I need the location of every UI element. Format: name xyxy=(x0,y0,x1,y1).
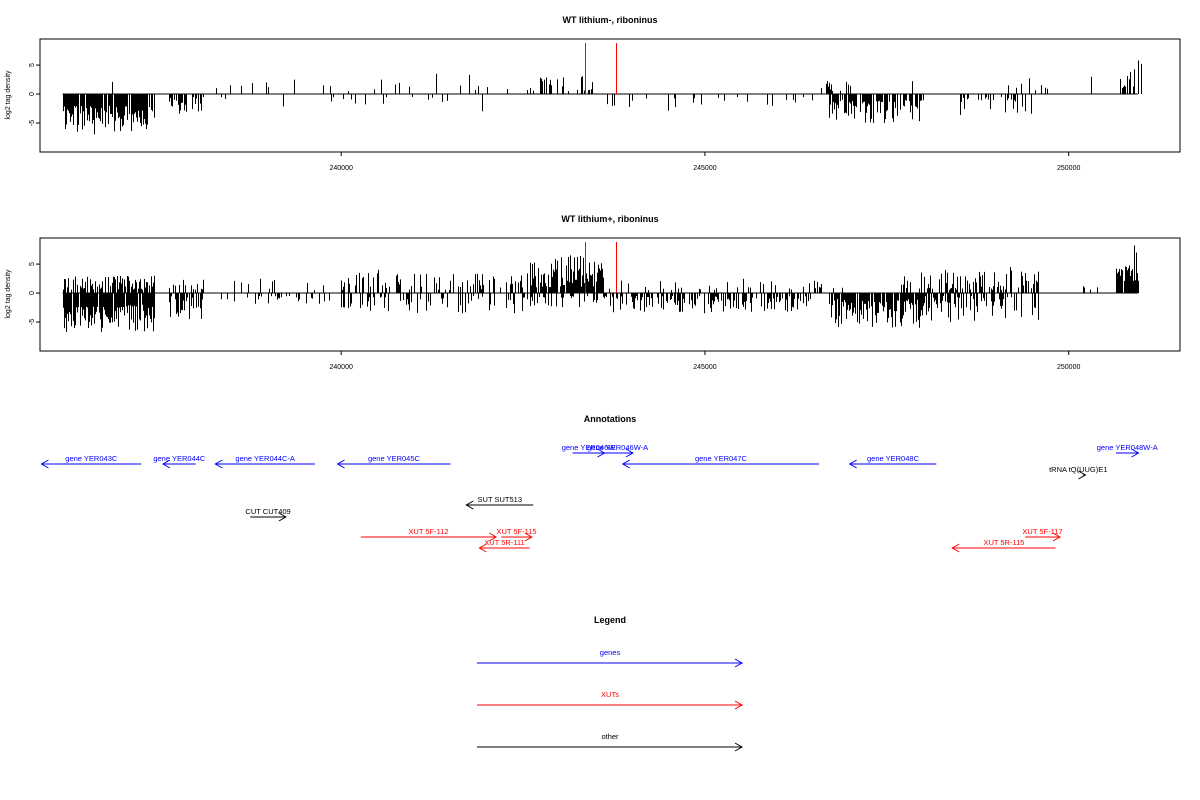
feature-label: gene YER045C xyxy=(368,454,421,463)
feature-arrow xyxy=(161,459,196,469)
plot-frame xyxy=(39,237,1181,352)
feature-label: tRNA tQ(UUG)E1 xyxy=(1049,465,1107,474)
panel-bottom: WT lithium+, riboninus log2 tag density … xyxy=(5,214,1181,371)
feature-arrow xyxy=(621,459,820,469)
feature-label: gene YER046W xyxy=(562,443,617,452)
feature-label: gene YER046W-A xyxy=(587,443,648,452)
feature-arrow xyxy=(336,459,451,469)
y-axis-label: log2 tag density xyxy=(5,269,12,319)
x-tick-label: 250000 xyxy=(1057,165,1080,172)
legend-items: genes XUTs other xyxy=(477,648,744,752)
legend-panel: Legend genes XUTs other xyxy=(477,615,744,752)
legend-label: genes xyxy=(600,648,621,657)
y-tick-label: 5 xyxy=(29,63,36,67)
feature-label: gene YER047C xyxy=(695,454,748,463)
feature-label: gene YER044C-A xyxy=(235,454,294,463)
panel-title: WT lithium+, riboninus xyxy=(561,214,658,224)
feature-label: gene YER044C xyxy=(153,454,206,463)
x-tick-label: 245000 xyxy=(693,364,716,371)
legend-arrow xyxy=(477,658,744,668)
feature-arrow xyxy=(951,543,1056,553)
feature-arrow xyxy=(250,512,287,522)
plot-frame xyxy=(39,38,1181,153)
y-axis-label: log2 tag density xyxy=(5,70,12,120)
feature-label: XUT 5F-115 xyxy=(496,527,536,536)
feature-label: gene YER048W-A xyxy=(1097,443,1158,452)
x-tick-label: 240000 xyxy=(330,165,353,172)
feature-arrow xyxy=(1078,470,1087,480)
feature-arrow xyxy=(848,459,937,469)
feature-label: XUT 5R-115 xyxy=(983,538,1024,547)
x-tick-label: 250000 xyxy=(1057,364,1080,371)
annotations-title: Annotations xyxy=(584,414,637,424)
feature-arrow xyxy=(1025,532,1061,542)
annotations-panel: Annotations gene YER043C gene YER044C gene… xyxy=(40,414,1158,553)
feature-label: SUT SUT513 xyxy=(478,495,522,504)
feature-arrow xyxy=(501,532,533,542)
feature-arrow xyxy=(602,448,634,458)
feature-label: CUT CUT409 xyxy=(245,507,290,516)
y-tick-label: 5 xyxy=(29,262,36,266)
x-tick-label: 240000 xyxy=(330,364,353,371)
x-tick-label: 245000 xyxy=(693,165,716,172)
feature-arrow xyxy=(478,543,530,553)
feature-arrow xyxy=(214,459,315,469)
feature-arrow xyxy=(40,459,142,469)
legend-arrow xyxy=(477,700,744,710)
panel-top: WT lithium-, riboninus log2 tag density … xyxy=(5,15,1181,172)
legend-label: other xyxy=(601,732,619,741)
legend-label: XUTs xyxy=(601,690,619,699)
axis-ticks: 5 0 -5 240000 245000 250000 xyxy=(29,262,1080,371)
feature-label: XUT 5R-111 xyxy=(484,538,524,547)
feature-label: gene YER043C xyxy=(65,454,118,463)
feature-label: XUT 5F-112 xyxy=(408,527,448,536)
y-tick-label: 0 xyxy=(29,92,36,96)
annotation-features: gene YER043C gene YER044C gene YER044C-A ge… xyxy=(40,443,1158,553)
y-tick-label: -5 xyxy=(29,120,36,126)
feature-label: XUT 5F-117 xyxy=(1022,527,1062,536)
legend-title: Legend xyxy=(594,615,626,625)
panel-title: WT lithium-, riboninus xyxy=(563,15,658,25)
feature-label: gene YER048C xyxy=(867,454,920,463)
y-tick-label: 0 xyxy=(29,291,36,295)
y-tick-label: -5 xyxy=(29,319,36,325)
legend-arrow xyxy=(477,742,744,752)
coverage-bars xyxy=(62,242,1139,333)
feature-arrow xyxy=(360,532,498,542)
feature-arrow xyxy=(1115,448,1140,458)
feature-arrow xyxy=(465,500,534,510)
axis-ticks: 5 0 -5 240000 245000 250000 xyxy=(29,63,1080,172)
coverage-bars xyxy=(62,43,1142,135)
